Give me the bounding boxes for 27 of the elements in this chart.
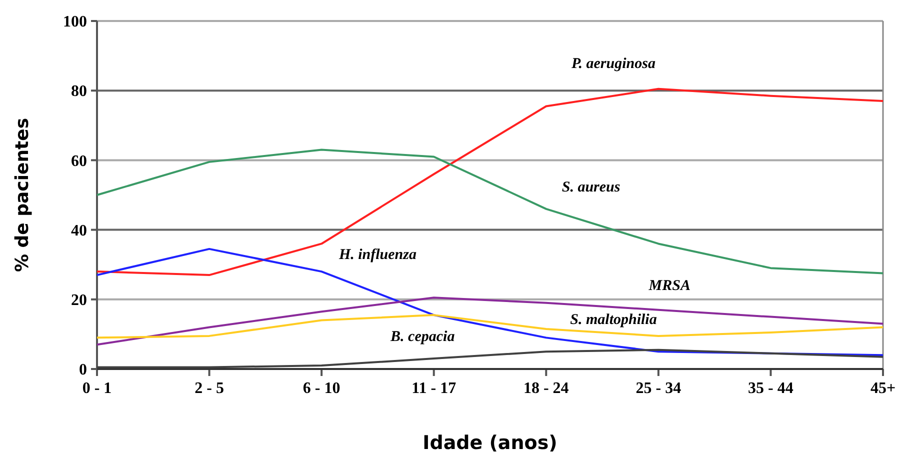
line-series [96,248,884,356]
series-label: MRSA [648,278,691,294]
y-tick-label: 80 [71,83,87,100]
x-tick-label: 6 - 10 [302,380,340,397]
series-label: P. aeruginosa [572,56,656,72]
series-label: S. aureus [562,180,620,196]
x-tick-label: 2 - 5 [194,380,224,397]
series-label: H. influenza [338,247,417,264]
line-series [96,348,884,368]
x-tick-label: 0 - 1 [82,380,112,397]
x-tick-label: 11 - 17 [412,380,456,397]
x-tick-label: 18 - 24 [523,380,569,397]
x-axis-title: Idade (anos) [422,432,558,454]
y-tick-label: 0 [79,362,87,379]
y-tick-label: 40 [71,222,87,240]
y-tick-label: 20 [71,292,87,309]
line-series [96,148,884,274]
x-tick-label: 45+ [870,380,896,397]
line-series [96,88,884,276]
x-tick-label: 25 - 34 [636,380,682,397]
x-tick-label: 35 - 44 [748,380,794,397]
y-tick-label: 100 [63,14,87,31]
series-label: B. cepacia [390,329,456,346]
y-tick-label: 60 [71,152,87,170]
series-label: S. maltophilia [570,312,658,328]
line-series [96,296,884,346]
y-axis-title: % de pacientes [12,118,33,272]
